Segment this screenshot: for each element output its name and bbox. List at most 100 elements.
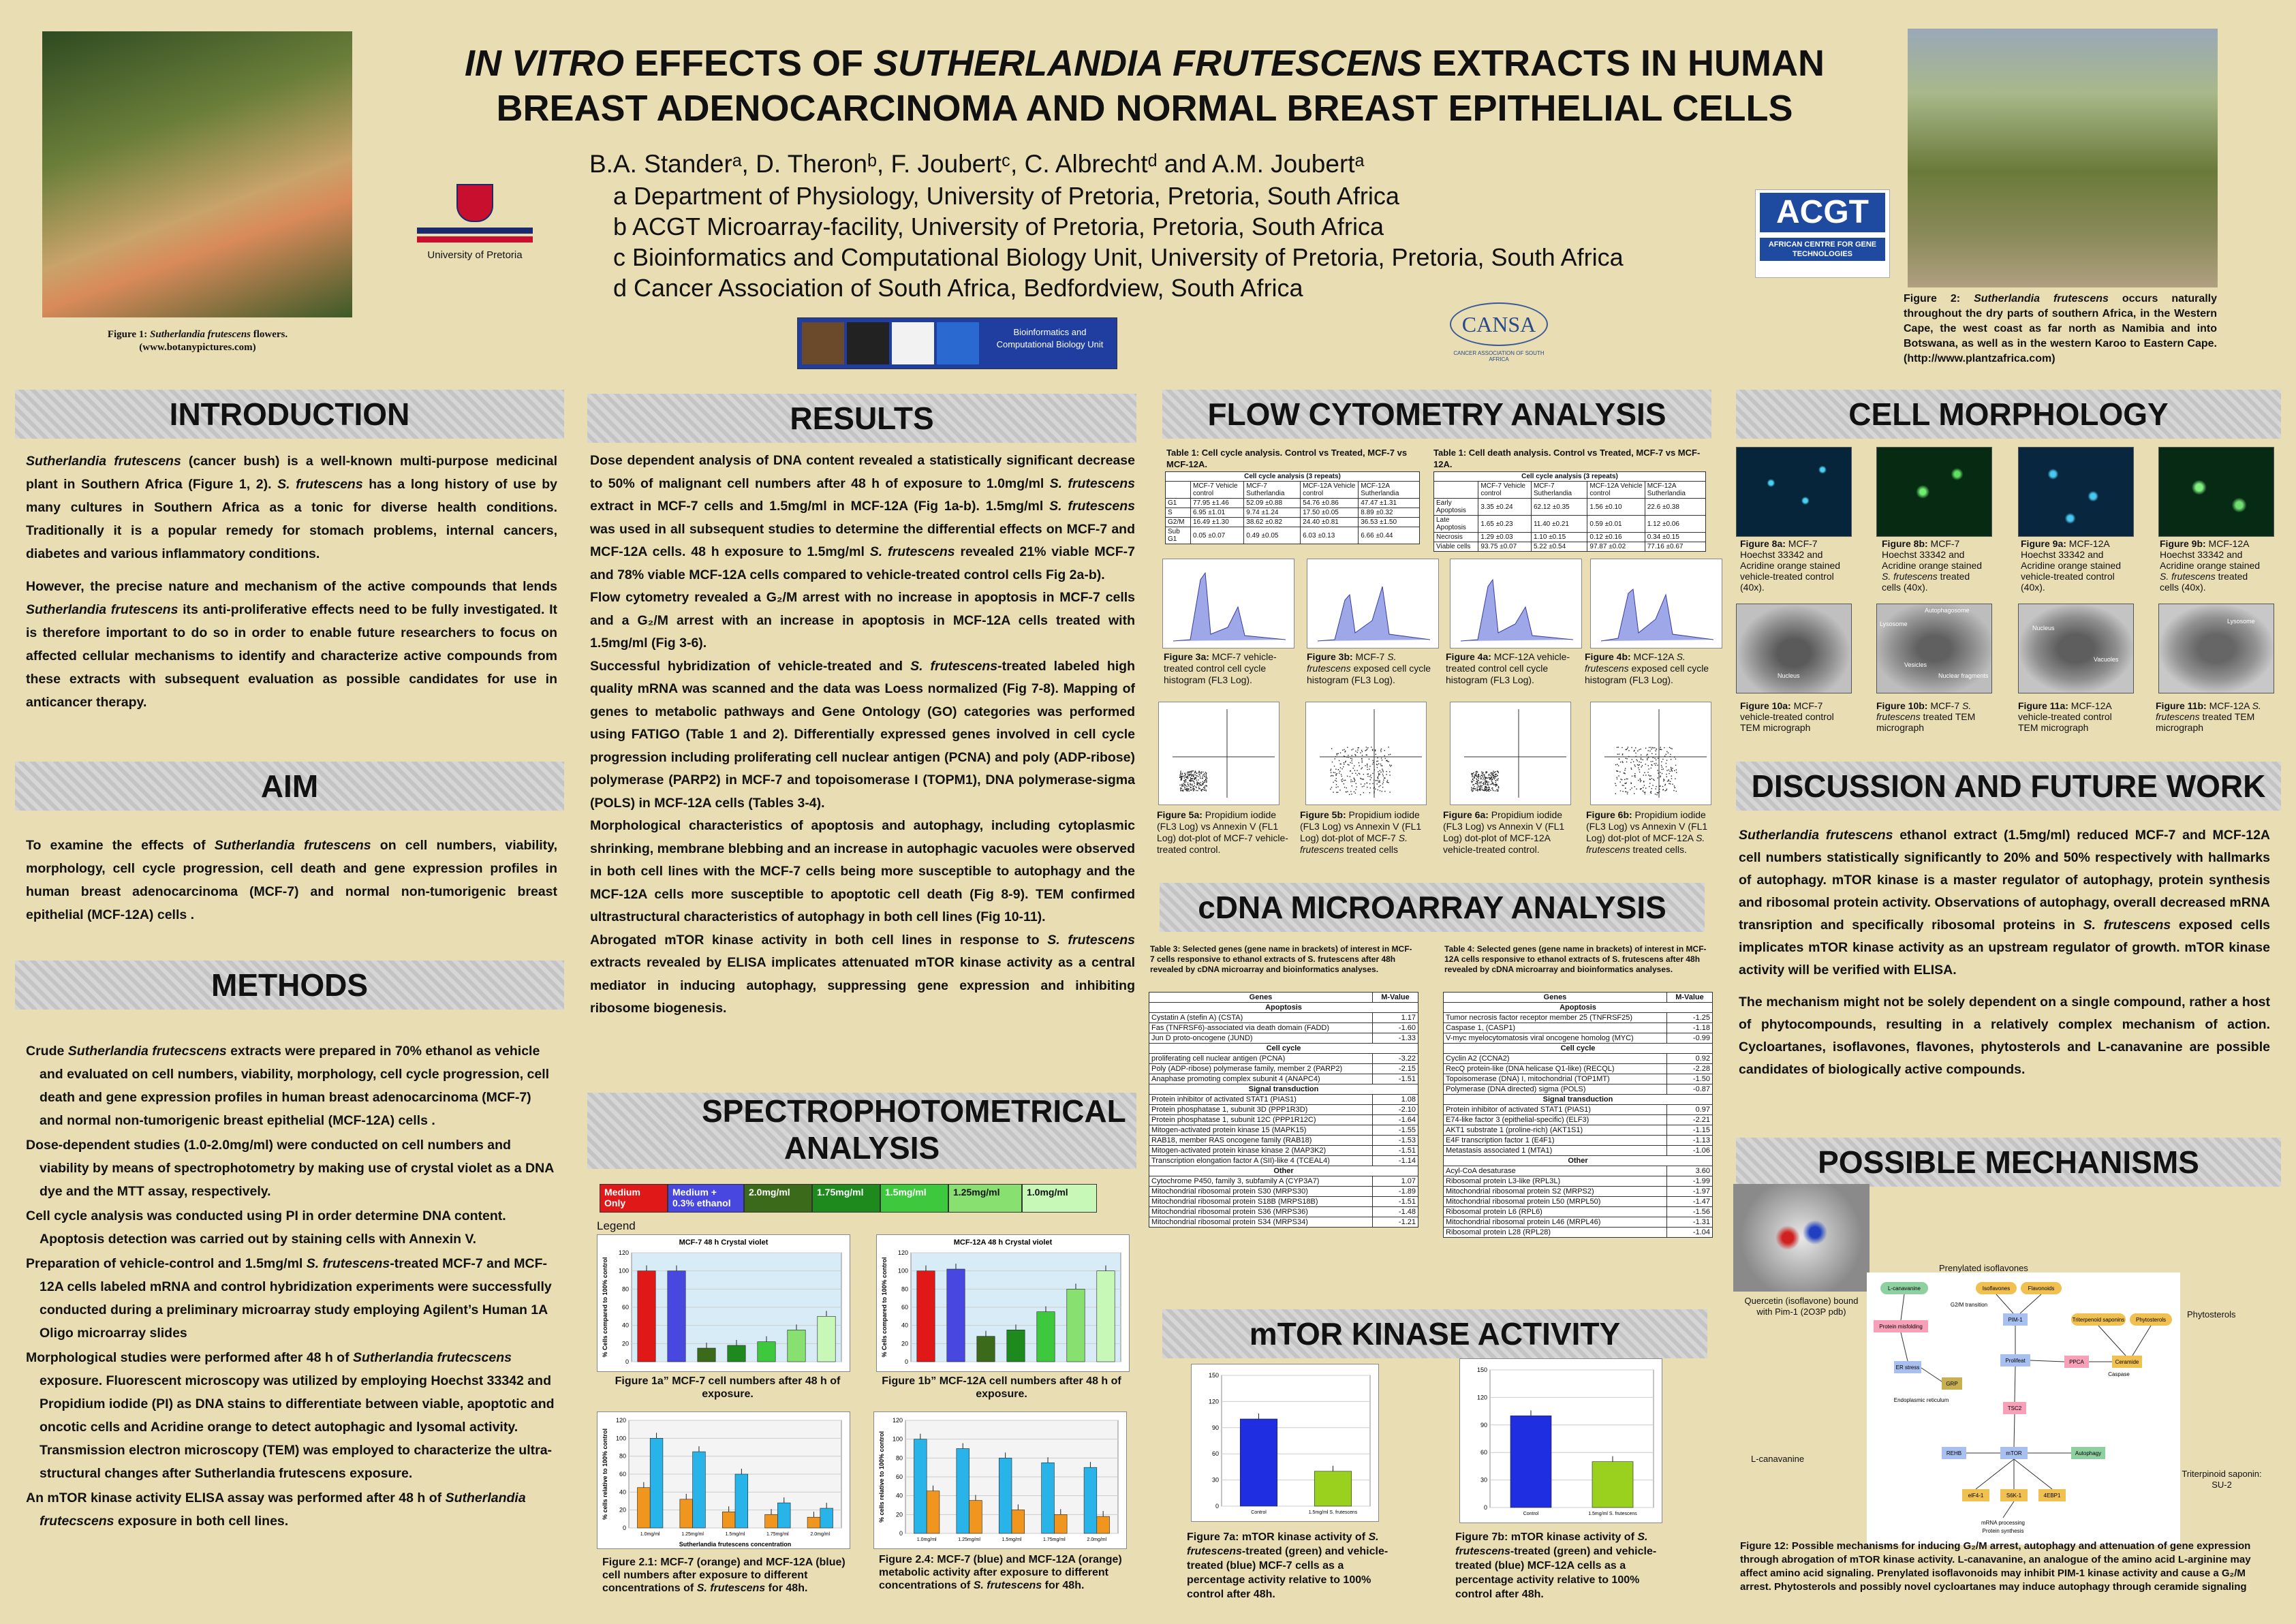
node-protein-synthesis: Protein synthesis xyxy=(1983,1528,2024,1534)
bar xyxy=(1083,1467,1098,1534)
bar xyxy=(820,1508,833,1529)
dot xyxy=(1626,758,1628,760)
dot xyxy=(1491,783,1493,785)
dot xyxy=(1371,749,1374,751)
dot xyxy=(1656,794,1658,796)
dot xyxy=(1195,777,1196,779)
dot xyxy=(1339,770,1341,772)
fig8a-caption: Figure 8a: MCF-7 Hoechst 33342 and Acrid… xyxy=(1740,538,1841,593)
dot xyxy=(1335,778,1337,779)
svg-text:mTOR: mTOR xyxy=(2006,1450,2022,1456)
dot xyxy=(1484,787,1485,790)
y-tick-label: 80 xyxy=(622,1285,629,1292)
dot xyxy=(1644,772,1645,773)
node-saponins: Triterpenoid saponins xyxy=(2071,1313,2126,1326)
dot xyxy=(1197,790,1198,792)
dot xyxy=(1181,774,1183,775)
y-tick-label: 80 xyxy=(619,1453,626,1460)
x-axis-label: Sutherlandia frutescens concentration xyxy=(679,1541,792,1548)
histogram-4a-curve xyxy=(1460,578,1574,642)
dot xyxy=(1489,775,1491,777)
flow-cytometry-header: FLOW CYTOMETRY ANALYSIS xyxy=(1162,390,1711,439)
dot xyxy=(1634,786,1635,787)
dot xyxy=(1347,775,1348,777)
dot xyxy=(1186,772,1188,774)
dot xyxy=(1473,772,1474,774)
gene-row: Polymerase (DNA directed) sigma (POLS) -0… xyxy=(1443,1084,1713,1095)
dot xyxy=(1376,760,1378,762)
dot xyxy=(1624,772,1626,775)
y-tick-label: 40 xyxy=(622,1322,629,1329)
dot xyxy=(1356,751,1358,753)
fig8b-caption: Figure 8b: MCF-7 Hoechst 33342 and Acrid… xyxy=(1882,538,1983,593)
dot xyxy=(1192,770,1194,772)
dot xyxy=(1185,781,1187,783)
dot xyxy=(1346,787,1347,789)
gene-row: Ribosomal protein L3-like (RPL3L) -1.99 xyxy=(1443,1176,1713,1187)
y-tick-label: 60 xyxy=(901,1304,908,1311)
dot xyxy=(1190,790,1192,792)
dot xyxy=(1669,756,1671,758)
dot xyxy=(1342,749,1344,751)
fig7b-svg: 0 30 60 90 120 150 Control 1.5mg/ml S. frutesce… xyxy=(1477,1367,1654,1516)
dot xyxy=(1674,770,1675,771)
dot xyxy=(1196,775,1198,777)
dot xyxy=(1495,775,1497,777)
y-tick-label: 100 xyxy=(898,1268,908,1275)
dot xyxy=(1190,779,1192,781)
dot xyxy=(1180,790,1181,792)
dot xyxy=(1654,747,1656,749)
dotplot-6a xyxy=(1450,702,1571,805)
spectro-legend: Medium Only Medium + 0.3% ethanol 2.0mg/… xyxy=(600,1184,1097,1213)
fig12-caption: Figure 12: Possible mechanisms for induc… xyxy=(1740,1540,2251,1593)
dot xyxy=(1201,790,1203,792)
node-mtor: mTOR xyxy=(2000,1447,2028,1459)
dot xyxy=(1495,781,1496,783)
dot xyxy=(1361,760,1363,762)
dot xyxy=(1485,786,1487,787)
dot xyxy=(1492,787,1493,789)
dot xyxy=(1365,749,1367,751)
x-tick-label: 1.5mg/ml xyxy=(1002,1537,1022,1542)
poster-title: IN VITRO EFFECTS OF SUTHERLANDIA FRUTESC… xyxy=(464,43,1825,129)
dot xyxy=(1337,786,1339,787)
dot xyxy=(1624,779,1626,781)
y-tick-label: 0 xyxy=(1484,1504,1487,1511)
dot xyxy=(1185,789,1187,790)
dot xyxy=(1495,773,1498,775)
dot xyxy=(1354,753,1356,755)
dot xyxy=(1180,788,1181,790)
dot xyxy=(1654,763,1655,764)
dot xyxy=(1636,764,1639,766)
dot xyxy=(1204,773,1205,775)
bar xyxy=(679,1499,693,1529)
bar xyxy=(1036,1311,1055,1362)
dot xyxy=(1389,764,1391,766)
dot xyxy=(1199,787,1200,790)
dot xyxy=(1365,754,1367,755)
x-tick-label: 1.25mg/ml xyxy=(681,1532,704,1537)
dot xyxy=(1485,781,1487,783)
micrograph-9a xyxy=(2018,447,2134,537)
dot xyxy=(1331,775,1333,777)
col-mvalue: M-Value xyxy=(1372,992,1418,1003)
dot xyxy=(1336,792,1337,793)
dot xyxy=(1343,766,1344,768)
dot xyxy=(1350,779,1352,781)
gene-row: Ribosomal protein L6 (RPL6) -1.56 xyxy=(1443,1206,1713,1217)
dot xyxy=(1617,770,1619,772)
dot xyxy=(1201,777,1203,779)
figure-1-caption: Figure 1: Sutherlandia frutescens flower… xyxy=(107,329,288,353)
group-header: Other xyxy=(1149,1166,1418,1176)
y-tick-label: 120 xyxy=(1209,1398,1219,1405)
dot xyxy=(1483,790,1484,792)
gene-row: Mitochondrial ribosomal protein S30 (MRP… xyxy=(1149,1186,1418,1197)
dot xyxy=(1662,758,1664,760)
bar xyxy=(697,1347,716,1362)
tem-10b: Autophagosome Lysosome Vesicles Nuclear … xyxy=(1876,604,1992,693)
dot xyxy=(1372,760,1374,762)
svg-text:Prolifeat: Prolifeat xyxy=(2005,1358,2026,1364)
dot xyxy=(1483,781,1485,783)
dot xyxy=(1634,775,1636,777)
dotplot-5a xyxy=(1158,702,1279,805)
